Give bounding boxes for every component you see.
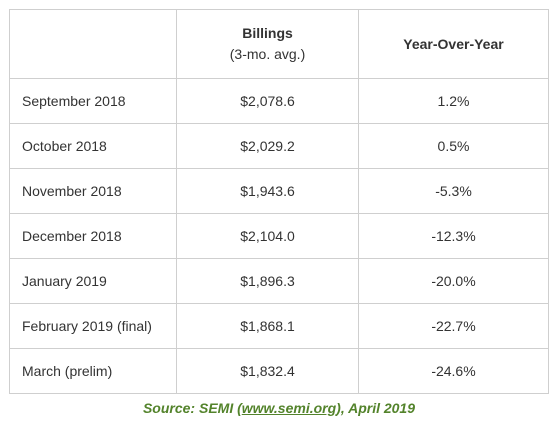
source-caption: Source: SEMI (www.semi.org), April 2019 bbox=[0, 400, 558, 416]
table-row: November 2018 $1,943.6 -5.3% bbox=[9, 168, 549, 214]
table-header-row: Billings (3-mo. avg.) Year-Over-Year bbox=[9, 9, 549, 79]
billings-cell: $2,029.2 bbox=[176, 123, 359, 169]
billings-cell: $2,104.0 bbox=[176, 213, 359, 259]
table-row: January 2019 $1,896.3 -20.0% bbox=[9, 258, 549, 304]
billings-cell: $2,078.6 bbox=[176, 78, 359, 124]
table-row: December 2018 $2,104.0 -12.3% bbox=[9, 213, 549, 259]
billings-cell: $1,832.4 bbox=[176, 348, 359, 394]
semi-link[interactable]: www.semi.org bbox=[241, 400, 337, 416]
header-empty-cell bbox=[9, 9, 177, 79]
billings-cell: $1,868.1 bbox=[176, 303, 359, 349]
month-cell: November 2018 bbox=[9, 168, 177, 214]
billings-cell: $1,943.6 bbox=[176, 168, 359, 214]
caption-suffix: ), April 2019 bbox=[336, 400, 416, 416]
header-billings: Billings (3-mo. avg.) bbox=[176, 9, 359, 79]
header-billings-title: Billings bbox=[242, 25, 293, 41]
header-year-over-year: Year-Over-Year bbox=[358, 9, 549, 79]
table-row: March (prelim) $1,832.4 -24.6% bbox=[9, 348, 549, 394]
month-cell: September 2018 bbox=[9, 78, 177, 124]
header-billings-subtitle: (3-mo. avg.) bbox=[229, 46, 306, 62]
yoy-cell: -22.7% bbox=[358, 303, 549, 349]
yoy-cell: 0.5% bbox=[358, 123, 549, 169]
month-cell: February 2019 (final) bbox=[9, 303, 177, 349]
month-cell: October 2018 bbox=[9, 123, 177, 169]
yoy-cell: -5.3% bbox=[358, 168, 549, 214]
month-cell: January 2019 bbox=[9, 258, 177, 304]
yoy-cell: -24.6% bbox=[358, 348, 549, 394]
yoy-cell: 1.2% bbox=[358, 78, 549, 124]
table-row: October 2018 $2,029.2 0.5% bbox=[9, 123, 549, 169]
yoy-cell: -20.0% bbox=[358, 258, 549, 304]
month-cell: December 2018 bbox=[9, 213, 177, 259]
billings-table: Billings (3-mo. avg.) Year-Over-Year Sep… bbox=[9, 9, 549, 394]
yoy-cell: -12.3% bbox=[358, 213, 549, 259]
table-row: September 2018 $2,078.6 1.2% bbox=[9, 78, 549, 124]
table-row: February 2019 (final) $1,868.1 -22.7% bbox=[9, 303, 549, 349]
caption-prefix: Source: SEMI ( bbox=[142, 400, 242, 416]
billings-cell: $1,896.3 bbox=[176, 258, 359, 304]
month-cell: March (prelim) bbox=[9, 348, 177, 394]
